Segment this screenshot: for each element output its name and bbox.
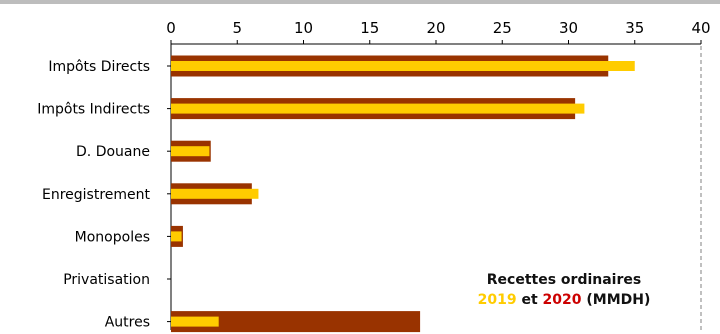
- x-tick-label: 0: [166, 19, 176, 37]
- legend-unit: (MMDH): [586, 292, 651, 308]
- bar-2019: [171, 316, 219, 327]
- x-tick-label: 40: [691, 19, 710, 37]
- bar-2019: [171, 146, 210, 157]
- top-border: [0, 0, 720, 4]
- category-label: D. Douane: [76, 144, 150, 160]
- category-label: Impôts Directs: [48, 59, 150, 75]
- bar-2019: [171, 231, 182, 242]
- x-tick-label: 5: [232, 19, 242, 37]
- x-tick-label: 15: [360, 19, 379, 37]
- x-tick-label: 30: [559, 19, 578, 37]
- legend-conjunction: et: [521, 292, 538, 308]
- legend-years: 2019 et 2020 (MMDH): [444, 290, 684, 310]
- x-tick-label: 10: [294, 19, 313, 37]
- legend-year-2020: 2020: [542, 292, 582, 308]
- x-tick-label: 25: [493, 19, 512, 37]
- category-label: Autres: [105, 315, 150, 331]
- x-tick-label: 20: [426, 19, 445, 37]
- category-label: Monopoles: [75, 229, 150, 245]
- category-label: Impôts Indirects: [37, 102, 150, 118]
- bar-2020: [171, 311, 421, 333]
- bar-2019: [171, 103, 585, 114]
- bar-2019: [171, 61, 635, 71]
- legend-title: Recettes ordinaires: [486, 272, 642, 288]
- chart-legend: Recettes ordinaires 2019 et 2020 (MMDH): [444, 270, 684, 310]
- bar-2019: [171, 188, 259, 199]
- category-label: Privatisation: [63, 272, 150, 288]
- x-tick-label: 35: [625, 19, 644, 37]
- category-label: Enregistrement: [42, 187, 151, 203]
- legend-year-2019: 2019: [477, 292, 517, 308]
